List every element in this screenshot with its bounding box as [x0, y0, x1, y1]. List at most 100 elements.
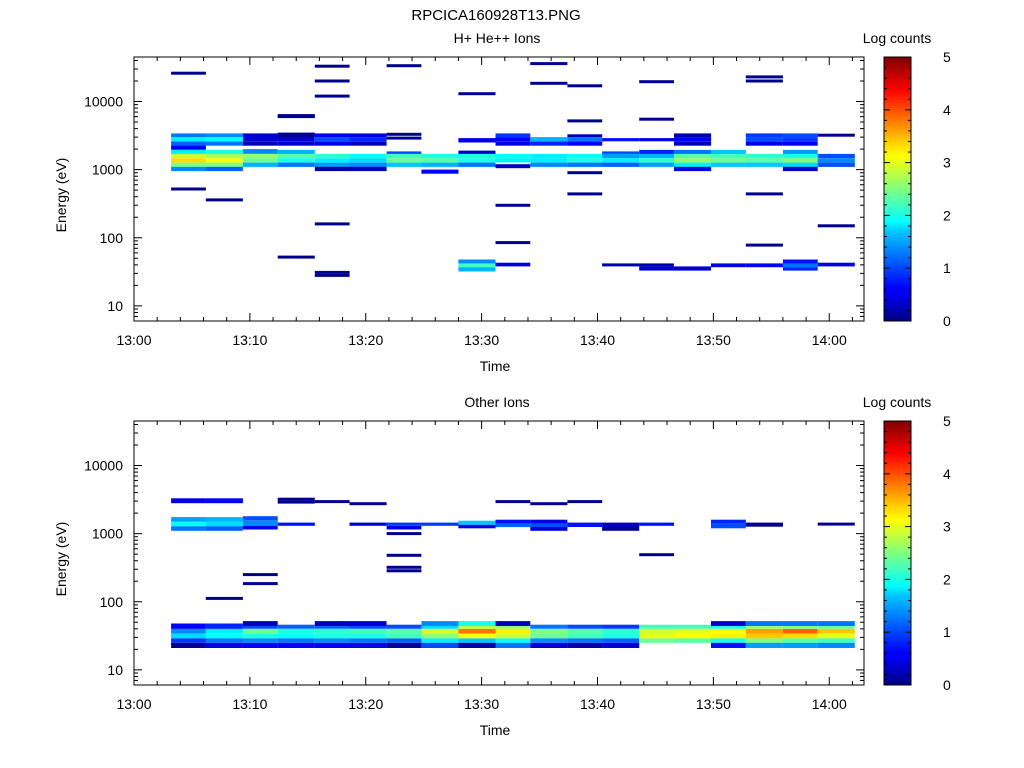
heatmap-cell — [277, 141, 315, 146]
heatmap-cell — [745, 626, 783, 629]
heatmap-cell — [421, 621, 459, 626]
heatmap-cell — [817, 638, 855, 643]
heatmap-cell — [495, 158, 531, 163]
y-tick-label: 100 — [100, 230, 124, 246]
heatmap-cell — [782, 162, 818, 167]
heatmap-cell — [171, 153, 206, 159]
heatmap-cell — [530, 624, 568, 629]
heatmap-line — [567, 84, 603, 88]
panel-2-title: Other Ions — [464, 394, 529, 410]
colorbar-tick-label: 0 — [943, 677, 951, 693]
heatmap-cell — [817, 262, 855, 267]
heatmap-cell — [458, 626, 496, 629]
heatmap-cell — [386, 638, 422, 643]
heatmap-line — [277, 500, 315, 504]
heatmap-cell — [277, 638, 315, 643]
panel-2-colorbar-label: Log counts — [863, 394, 932, 410]
heatmap-cell — [421, 522, 459, 526]
heatmap-cell — [242, 162, 278, 167]
panel-1-cells — [171, 62, 855, 277]
heatmap-cell — [277, 642, 315, 648]
heatmap-cell — [242, 516, 278, 521]
heatmap-cell — [711, 523, 746, 529]
heatmap-cell — [205, 526, 243, 531]
heatmap-cell — [567, 633, 603, 639]
heatmap-cell — [349, 166, 387, 172]
x-tick-label: 13:30 — [464, 332, 499, 348]
heatmap-cell — [639, 162, 674, 167]
heatmap-cell — [205, 162, 243, 167]
heatmap-cell — [567, 162, 603, 167]
heatmap-cell — [745, 158, 783, 163]
heatmap-cell — [674, 133, 712, 138]
heatmap-cell — [171, 628, 206, 634]
heatmap-cell — [242, 153, 278, 159]
colorbar-tick-label: 1 — [943, 624, 951, 640]
heatmap-line — [386, 64, 422, 68]
heatmap-cell — [495, 153, 531, 159]
heatmap-cell — [314, 158, 350, 163]
colorbar-tick-label: 3 — [943, 519, 951, 535]
heatmap-cell — [349, 162, 387, 167]
heatmap-cell — [242, 628, 278, 634]
heatmap-cell — [242, 520, 278, 526]
heatmap-cell — [782, 263, 818, 268]
heatmap-line — [530, 81, 568, 85]
heatmap-line — [817, 224, 855, 228]
heatmap-cell — [495, 628, 531, 634]
heatmap-cell — [458, 263, 496, 268]
panel-h-he-ions: H+ He++ Ions 13:00 13:10 13:20 13:30 13:40 13… — [53, 30, 951, 374]
heatmap-cell — [602, 628, 640, 634]
heatmap-cell — [495, 164, 531, 169]
heatmap-cell — [711, 519, 746, 524]
heatmap-cell — [205, 141, 243, 146]
heatmap-cell — [205, 166, 243, 172]
heatmap-cell — [314, 137, 350, 142]
heatmap-cell — [349, 626, 387, 629]
figure-title: RPCICA160928T13.PNG — [411, 7, 580, 24]
heatmap-cell — [421, 169, 459, 174]
heatmap-cell — [495, 633, 531, 639]
heatmap-line — [277, 255, 315, 259]
heatmap-cell — [314, 628, 350, 634]
heatmap-cell — [349, 522, 387, 526]
heatmap-cell — [242, 141, 278, 146]
heatmap-cell — [745, 153, 783, 159]
heatmap-cell — [639, 522, 674, 526]
panel-2-axes: 13:00 13:10 13:20 13:30 13:40 13:50 14:00 10 100… — [84, 421, 864, 712]
heatmap-cell — [314, 162, 350, 167]
x-tick-label: 13:20 — [348, 696, 383, 712]
panel-2-cells — [171, 497, 855, 648]
heatmap-cell — [639, 158, 674, 163]
heatmap-line — [314, 64, 350, 68]
heatmap-cell — [386, 158, 422, 163]
heatmap-cell — [205, 517, 243, 522]
heatmap-cell — [171, 137, 206, 142]
heatmap-cell — [782, 626, 818, 629]
heatmap-cell — [458, 638, 496, 643]
heatmap-cell — [782, 628, 818, 634]
heatmap-cell — [745, 642, 783, 648]
heatmap-cell — [314, 166, 350, 172]
y-tick-label: 10000 — [84, 94, 123, 110]
heatmap-cell — [674, 638, 712, 643]
x-tick-label: 13:00 — [116, 332, 151, 348]
heatmap-cell — [639, 266, 711, 271]
heatmap-cell — [602, 638, 640, 643]
heatmap-cell — [495, 133, 531, 138]
heatmap-cell — [495, 638, 531, 643]
colorbar-tick-label: 5 — [943, 413, 951, 429]
heatmap-cell — [458, 158, 496, 163]
heatmap-cell — [171, 145, 206, 150]
y-tick-label: 100 — [100, 594, 124, 610]
heatmap-cell — [171, 498, 206, 504]
heatmap-cell — [782, 166, 818, 172]
heatmap-cell — [674, 166, 712, 172]
heatmap-cell — [530, 523, 568, 528]
heatmap-cell — [674, 158, 712, 163]
x-tick-label: 13:40 — [580, 696, 615, 712]
heatmap-cell — [171, 141, 206, 146]
heatmap-cell — [314, 626, 350, 629]
y-tick-label: 1000 — [92, 526, 123, 542]
heatmap-cell — [530, 141, 568, 146]
